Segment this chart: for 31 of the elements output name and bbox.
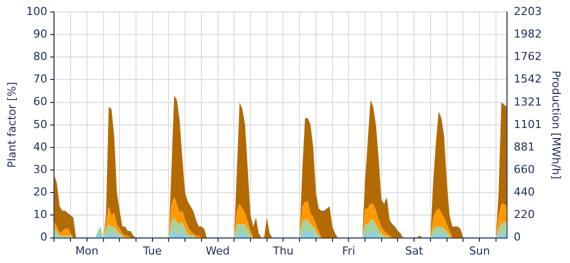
y-axis-title: Plant factor [%] [5, 82, 18, 168]
y2-tick-label: 1321 [514, 95, 542, 108]
x-tick-label: Sat [405, 244, 424, 258]
y2-tick-label: 2203 [514, 4, 542, 18]
y-tick-label: 10 [33, 208, 48, 222]
x-tick-label: Thu [272, 244, 294, 258]
y2-tick-label: 440 [514, 186, 535, 199]
y2-tick-label: 1542 [514, 72, 542, 86]
y-tick-label: 90 [33, 27, 48, 40]
y-tick-label: 50 [33, 118, 48, 131]
y2-tick-label: 0 [514, 230, 521, 244]
y-tick-label: 0 [40, 230, 48, 244]
x-tick-label: Mon [75, 244, 99, 258]
x-tick-label: Sun [469, 244, 490, 258]
y-tick-label: 60 [33, 95, 48, 108]
y2-tick-label: 1762 [514, 50, 542, 64]
y-tick-label: 100 [26, 4, 48, 18]
y2-tick-label: 881 [514, 140, 535, 154]
x-tick-label: Fri [342, 244, 356, 258]
y-tick-label: 70 [33, 72, 48, 86]
y2-tick-label: 220 [514, 208, 535, 222]
x-tick-label: Tue [142, 244, 162, 258]
y2-tick-label: 660 [514, 163, 535, 176]
y2-tick-label: 1982 [514, 28, 542, 41]
x-tick-label: Wed [206, 244, 230, 258]
y-tick-label: 40 [33, 140, 48, 154]
y-tick-label: 30 [33, 162, 48, 176]
y2-tick-label: 1101 [514, 118, 542, 131]
y-tick-label: 80 [33, 50, 48, 64]
y-tick-label: 20 [33, 186, 48, 198]
y2-axis-title: Production [MWh/h] [550, 70, 563, 180]
